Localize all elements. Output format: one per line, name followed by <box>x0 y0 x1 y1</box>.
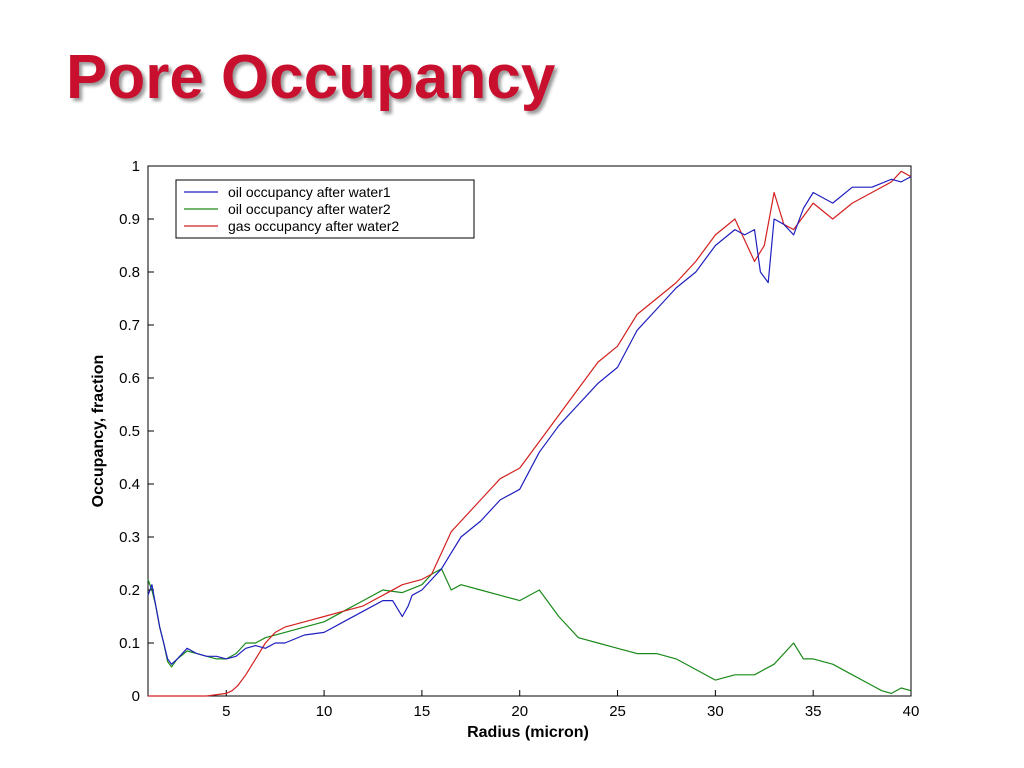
legend-entry-label: oil occupancy after water2 <box>228 201 391 217</box>
x-tick-label: 10 <box>316 703 333 720</box>
y-tick-label: 0.4 <box>119 476 140 493</box>
y-tick-label: 0.9 <box>119 211 140 228</box>
y-tick-label: 0.3 <box>119 529 140 546</box>
y-axis-label: Occupancy, fraction <box>90 355 107 508</box>
plot-area <box>147 165 912 697</box>
series-layer <box>147 170 912 697</box>
legend-entry-label: gas occupancy after water2 <box>228 218 399 234</box>
slide-title: Pore Occupancy <box>66 43 556 112</box>
y-tick-label: 1 <box>132 158 140 175</box>
x-tick-label: 35 <box>805 703 822 720</box>
plot-frame <box>147 165 912 697</box>
legend-box <box>175 179 475 239</box>
legend-entry-label: oil occupancy after water1 <box>228 184 391 200</box>
y-axis: 0 0.1 0.2 0.3 0.4 0.5 0.6 0.7 0.8 0.9 1 <box>119 158 154 705</box>
x-tick-label: 5 <box>222 703 230 720</box>
x-tick-label: 30 <box>707 703 724 720</box>
y-tick-label: 0.7 <box>119 317 140 334</box>
x-tick-label: 20 <box>511 703 528 720</box>
x-tick-label: 25 <box>609 703 626 720</box>
y-tick-label: 0.2 <box>119 582 140 599</box>
x-axis-label: Radius (micron) <box>467 724 589 741</box>
series-line-1 <box>147 176 912 665</box>
y-tick-label: 0.6 <box>119 370 140 387</box>
y-tick-label: 0.8 <box>119 264 140 281</box>
x-axis: 5 10 15 20 25 30 35 40 <box>222 690 919 720</box>
y-tick-label: 0.1 <box>119 635 140 652</box>
y-tick-label: 0.5 <box>119 423 140 440</box>
x-tick-label: 40 <box>903 703 920 720</box>
x-tick-label: 15 <box>414 703 431 720</box>
y-tick-label: 0 <box>132 688 140 705</box>
series-line-3 <box>148 170 912 697</box>
